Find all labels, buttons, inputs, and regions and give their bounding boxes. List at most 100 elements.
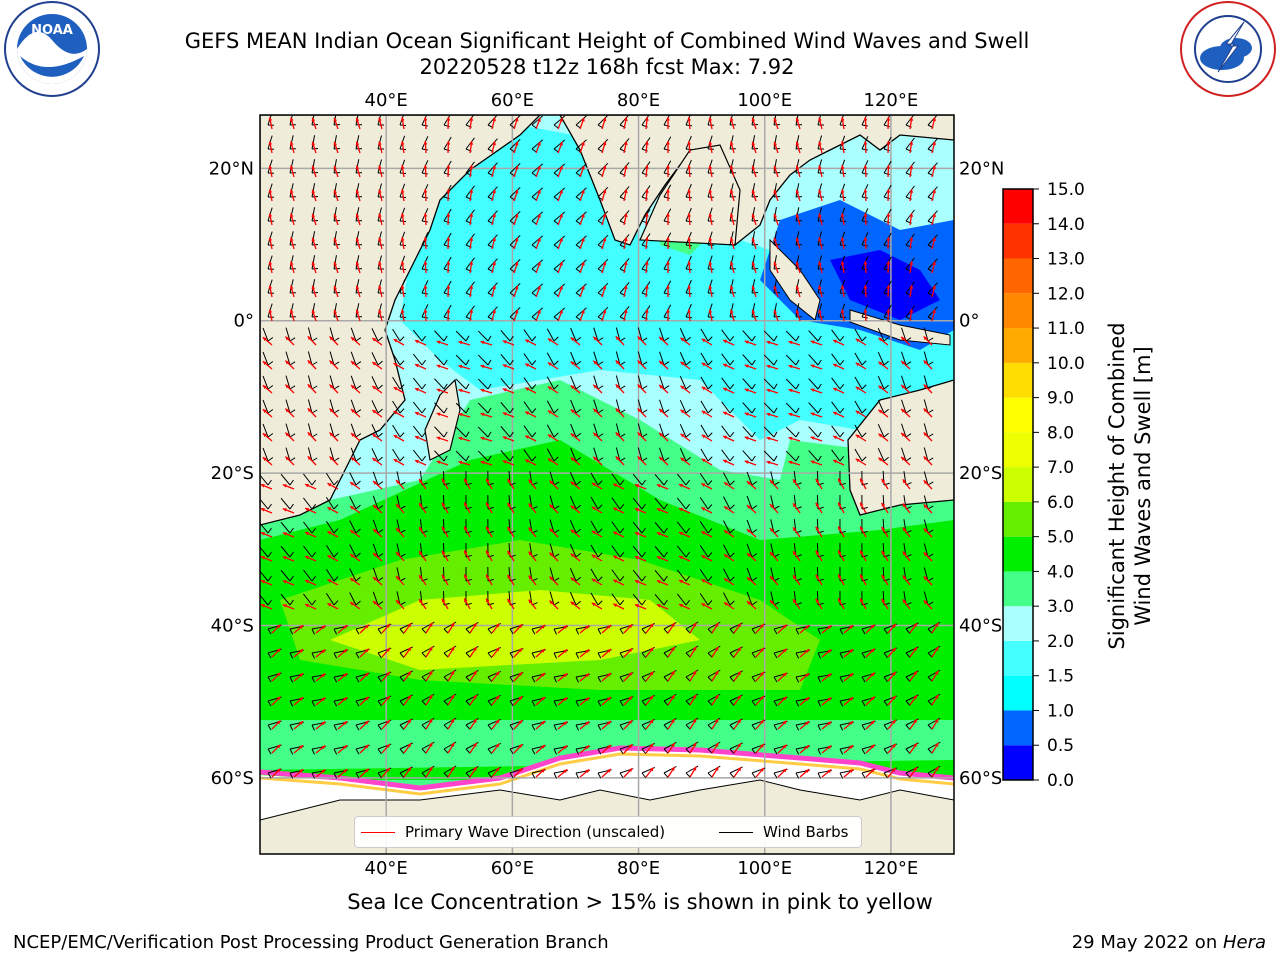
wind-barb-339 [901,351,907,366]
wind-barb-flag-693 [509,652,514,659]
wind-barb-flag-395 [773,407,778,414]
wave-arrowhead-79 [645,165,649,169]
wind-barb-flag-710 [883,652,888,659]
wind-barb-447 [546,448,555,462]
wind-barb-117 [795,183,800,198]
wave-arrowhead-237 [708,285,713,290]
wind-barb-flag-760 [619,700,624,707]
wave-arrowhead-807 [299,745,304,749]
wave-arrowhead-41 [492,141,496,146]
wind-barb-flag-847 [487,772,493,779]
wind-barb-533 [396,519,401,534]
wave-arrowhead-97 [355,189,360,194]
wind-barb-487 [746,471,753,486]
wave-arrowhead-560 [305,555,309,560]
wind-barb-flag-759 [597,700,602,707]
wave-arrowhead-49 [666,141,670,145]
wave-arrowhead-695 [563,649,568,654]
wind-barb-367 [831,377,841,390]
wave-arrowhead-647 [860,598,864,603]
wind-barb-23 [773,115,777,126]
wind-barb-flag-194 [443,268,450,272]
wind-barb-flag-225 [443,292,450,296]
wind-barb-13 [553,115,566,126]
wind-barb-flag-785 [487,724,493,731]
wind-barb-flag-418 [597,433,604,438]
wave-arrowhead-298 [680,337,685,342]
wind-barb-378 [392,400,401,414]
wave-arrowhead-863 [849,769,854,773]
wind-barb-466 [280,473,291,486]
wave-arrowhead-6 [400,117,405,121]
wave-arrowhead-217 [268,285,273,290]
wind-barb-417 [570,423,577,438]
wind-barb-588 [923,543,929,558]
wave-arrowhead-835 [913,743,917,748]
wave-arrowhead-91 [909,165,914,169]
wave-arrowhead-796 [737,719,742,724]
tick-lon-bottom-1: 60°E [491,858,534,879]
wind-barb-flag-335 [817,359,822,366]
footer-date-text: 29 May 2022 on [1071,932,1223,953]
wind-barb-74 [531,163,543,174]
wave-arrowhead-60 [909,141,914,145]
wave-arrowhead-126 [311,213,316,218]
wind-barb-370 [901,375,907,390]
wind-barb-384 [523,401,533,414]
wave-arrowhead-213 [863,261,868,265]
wave-arrowhead-175 [708,237,713,242]
wave-arrowhead-620 [260,604,265,608]
wave-arrowhead-787 [541,720,545,725]
wave-arrowhead-776 [299,721,304,725]
wind-barb-316 [392,352,401,366]
wind-barb-flag-694 [531,652,536,659]
wind-barb-flag-478 [553,481,560,486]
wind-barb-flag-855 [663,772,669,778]
wave-arrowhead-592 [327,579,332,583]
wave-arrowhead-544 [634,532,639,536]
wave-arrowhead-668 [649,623,654,628]
wave-arrowhead-747 [343,697,348,702]
wave-arrowhead-77 [602,165,607,170]
wind-barb-flag-409 [399,432,405,438]
wind-barb-flag-712 [927,652,933,658]
wave-arrowhead-663 [541,624,545,629]
wave-arrowhead-39 [446,141,451,145]
wave-arrowhead-819 [563,745,568,750]
wave-arrowhead-605 [613,579,618,584]
wind-barb-478 [549,471,555,486]
wind-barb-flag-281 [311,337,318,342]
wind-barb-604 [590,568,599,582]
wind-barb-flag-450 [619,457,626,462]
wind-barb-flag-791 [619,724,624,731]
wave-arrowhead-849 [541,768,545,773]
wind-barb-flag-528 [289,527,294,534]
wind-barb-188 [311,255,316,270]
colorbar-tick-7: 5.0 [1047,528,1074,548]
wind-barb-flag-548 [729,528,735,534]
wind-barb-593 [349,568,357,582]
wind-barb-flag-371 [927,385,934,390]
wave-arrowhead-168 [559,237,563,242]
wave-arrowhead-810 [364,744,369,749]
wave-arrowhead-323 [547,362,552,367]
wind-barb-flag-397 [817,407,822,414]
wave-arrowhead-817 [518,744,523,749]
tick-lon-top-1: 60°E [491,90,534,111]
wind-barb-479 [569,471,577,486]
wave-arrowhead-700 [671,647,675,651]
wave-arrowhead-711 [913,647,917,652]
tick-lat-right-2: 20°S [959,463,1002,484]
wind-barb-flag-467 [311,479,317,486]
wind-barb-283 [350,327,357,342]
wind-barb-flag-547 [707,528,713,534]
wind-barb-flag-402 [927,409,934,414]
wave-arrowhead-793 [671,719,675,723]
wind-barb-flag-651 [267,628,272,635]
wind-barb-flag-343 [311,385,318,390]
wind-barb-flag-49 [663,148,670,151]
footer-host: Hera [1222,932,1266,953]
wind-barb-497 [280,497,291,510]
wave-arrowhead-90 [886,165,891,169]
wind-barb-641 [723,592,731,606]
